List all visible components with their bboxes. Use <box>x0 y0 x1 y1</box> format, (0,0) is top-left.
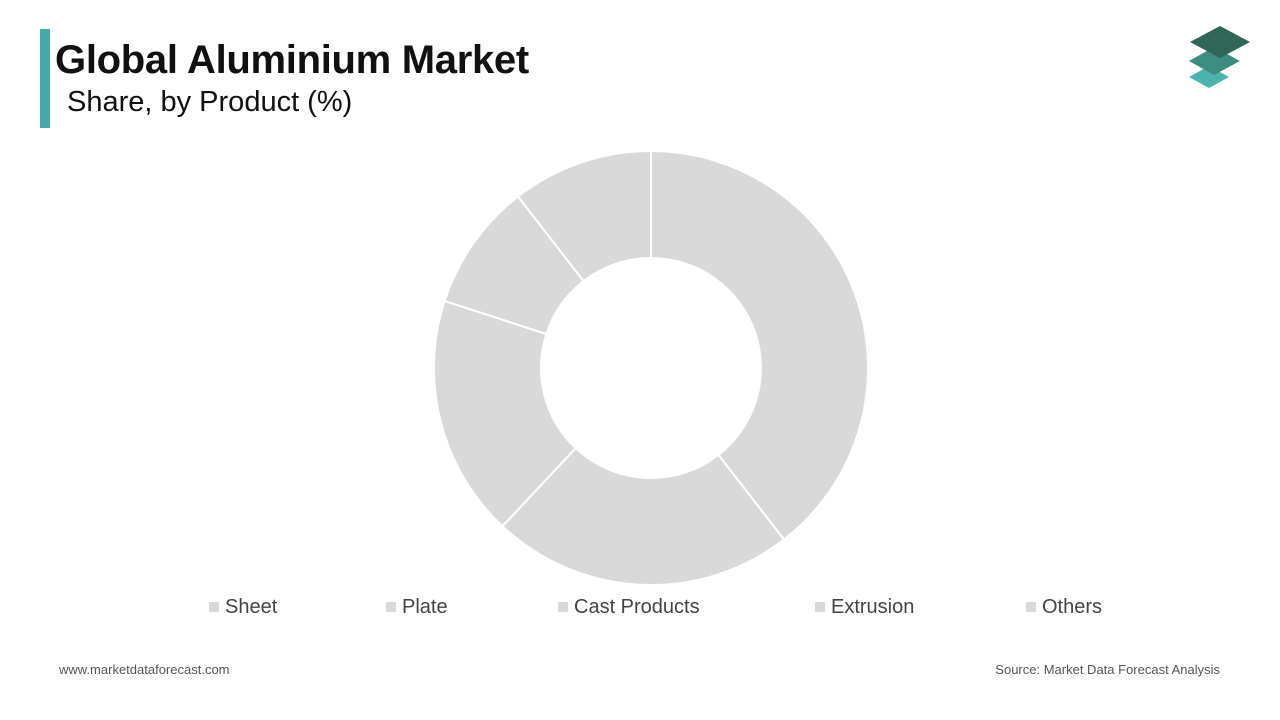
legend-item-sheet: Sheet <box>209 594 277 620</box>
chart-legend: Sheet Plate Cast Products Extrusion Others <box>0 594 1280 620</box>
title-accent-bar <box>40 29 50 128</box>
legend-item-others: Others <box>1026 594 1102 620</box>
donut-slice-cast-products <box>433 299 578 528</box>
legend-item-extrusion: Extrusion <box>815 594 914 620</box>
donut-slice-plate <box>501 446 786 586</box>
donut-chart <box>433 149 869 586</box>
page-title: Global Aluminium Market <box>55 38 529 82</box>
legend-label-extrusion: Extrusion <box>831 595 915 618</box>
legend-item-plate: Plate <box>386 594 448 620</box>
legend-label-cast-products: Cast Products <box>574 595 700 618</box>
legend-swatch-plate <box>386 602 396 612</box>
legend-label-sheet: Sheet <box>225 595 278 618</box>
donut-slice-sheet <box>650 149 869 541</box>
donut-slice-others <box>516 149 652 283</box>
legend-swatch-cast-products <box>558 602 568 612</box>
layered-stack-logo-icon <box>1189 26 1250 88</box>
legend-swatch-extrusion <box>815 602 825 612</box>
footer-website: www.marketdataforecast.com <box>59 662 230 677</box>
legend-item-cast-products: Cast Products <box>558 594 700 620</box>
legend-label-others: Others <box>1042 595 1103 618</box>
logo-layer-top <box>1190 26 1250 58</box>
legend-swatch-sheet <box>209 602 219 612</box>
logo-layer-middle <box>1189 47 1240 75</box>
legend-swatch-others <box>1026 602 1036 612</box>
legend-label-plate: Plate <box>402 595 448 618</box>
page-subtitle: Share, by Product (%) <box>67 86 353 118</box>
footer-source: Source: Market Data Forecast Analysis <box>995 662 1220 677</box>
